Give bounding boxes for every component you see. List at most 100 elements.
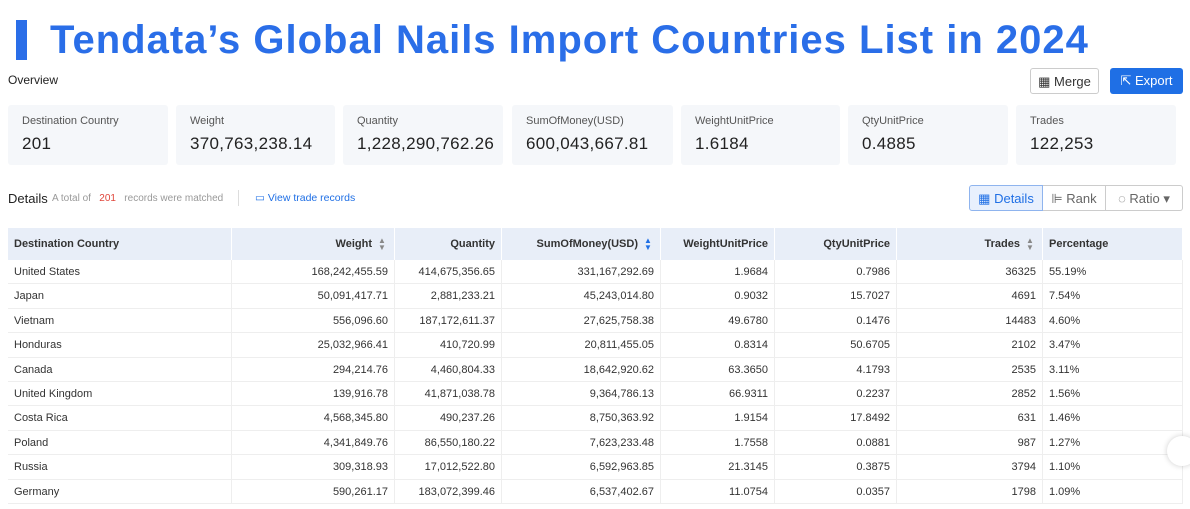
table-cell: 50.6705 (775, 333, 897, 358)
tab-ratio[interactable]: ◌ Ratio ▾ (1106, 185, 1183, 211)
tab-label: Details (994, 191, 1034, 206)
table-cell: 139,916.78 (232, 382, 395, 407)
sort-icon[interactable]: ▲ ▼ (378, 236, 386, 252)
table-cell: Canada (8, 357, 232, 382)
column-header: QtyUnitPrice (775, 228, 897, 260)
card-value: 370,763,238.14 (190, 134, 313, 153)
merge-label: Merge (1054, 74, 1091, 89)
tab-rank[interactable]: ⊫ Rank (1043, 185, 1106, 211)
table-cell: 183,072,399.46 (395, 479, 502, 504)
table-cell: 590,261.17 (232, 479, 395, 504)
table-cell: Costa Rica (8, 406, 232, 431)
card-label: QtyUnitPrice (862, 115, 924, 127)
table-cell: 9,364,786.13 (502, 382, 661, 407)
row-divider (8, 405, 1183, 407)
table-cell: 0.8314 (661, 333, 775, 358)
table-cell: 18,642,920.62 (502, 357, 661, 382)
table-cell: 36325 (897, 260, 1043, 285)
table-cell: 7,623,233.48 (502, 430, 661, 456)
header-label: QtyUnitPrice (823, 238, 890, 250)
match-count: A total of 201 records were matched (52, 193, 223, 204)
table-cell: 631 (897, 406, 1043, 431)
row-divider (8, 381, 1183, 382)
table-cell: 2852 (897, 382, 1043, 407)
table-cell: 50,091,417.71 (232, 284, 395, 309)
card-value: 122,253 (1030, 134, 1094, 153)
table-cell: 1.10% (1043, 455, 1183, 480)
summary-card: SumOfMoney(USD) 600,043,667.81 (512, 105, 673, 165)
card-label: Quantity (357, 115, 398, 127)
table-cell: 1.9154 (661, 406, 775, 431)
tab-details[interactable]: ▦ Details (969, 185, 1043, 211)
export-label: Export (1134, 73, 1173, 88)
count-prefix: A total of (52, 193, 91, 204)
count: 201 (99, 193, 116, 204)
card-value: 201 (22, 134, 52, 153)
table-cell: 987 (897, 430, 1043, 456)
summary-card: Trades 122,253 (1016, 105, 1176, 165)
table-cell: 490,237.26 (395, 406, 502, 431)
table-cell: 1.46% (1043, 406, 1183, 431)
support-icon[interactable] (1167, 436, 1190, 466)
export-button[interactable]: ⇱ Export (1110, 68, 1183, 94)
table-cell: 17,012,522.80 (395, 455, 502, 480)
table-cell: 14483 (897, 308, 1043, 334)
table-cell: 6,592,963.85 (502, 455, 661, 480)
link-label: View trade records (267, 192, 356, 204)
card-label: SumOfMoney(USD) (526, 115, 624, 127)
table-cell: 2102 (897, 333, 1043, 358)
row-divider (8, 356, 1183, 358)
sort-icon[interactable]: ▲ ▼ (1026, 236, 1034, 252)
summary-card: QtyUnitPrice 0.4885 (848, 105, 1008, 165)
table-cell: 2,881,233.21 (395, 284, 502, 309)
view-trade-records[interactable]: ▭ View trade records (255, 192, 356, 204)
table-cell: 4691 (897, 284, 1043, 309)
header-label: Percentage (1049, 238, 1109, 250)
table-cell: 49.6780 (661, 308, 775, 334)
column-header: Destination Country (8, 228, 232, 260)
table-cell: 1.7558 (661, 430, 775, 456)
row-divider (8, 478, 1183, 480)
card-label: Weight (190, 115, 225, 127)
header-label: Quantity (450, 238, 495, 250)
table-cell: 4.60% (1043, 308, 1183, 334)
table-cell: United Kingdom (8, 382, 232, 407)
table-cell: Japan (8, 284, 232, 309)
header-label: Weight (335, 238, 372, 250)
table-cell: 86,550,180.22 (395, 430, 502, 456)
row-divider (8, 454, 1183, 456)
sort-icon[interactable]: ▲ ▼ (644, 236, 652, 252)
table-cell: 331,167,292.69 (502, 260, 661, 285)
count-suffix: records were matched (124, 193, 224, 204)
table-cell: 15.7027 (775, 284, 897, 309)
table-cell: 1.56% (1043, 382, 1183, 407)
table-cell: United States (8, 260, 232, 285)
table-cell: 4.1793 (775, 357, 897, 382)
table-cell: 410,720.99 (395, 333, 502, 358)
table-cell: 27,625,758.38 (502, 308, 661, 334)
column-header: Trades (897, 228, 1043, 260)
summary-card: Quantity 1,228,290,762.26 (343, 105, 503, 165)
table-cell: 63.3650 (661, 357, 775, 382)
column-header: WeightUnitPrice (661, 228, 775, 260)
table-cell: 414,675,356.65 (395, 260, 502, 285)
table-cell: 11.0754 (661, 479, 775, 504)
table-cell: 4,341,849.76 (232, 430, 395, 456)
row-divider (8, 332, 1183, 334)
table-cell: 1.27% (1043, 430, 1183, 456)
card-value: 0.4885 (862, 134, 916, 153)
table-cell: 45,243,014.80 (502, 284, 661, 309)
header-label: WeightUnitPrice (683, 238, 768, 250)
table-cell: 20,811,455.05 (502, 333, 661, 358)
table-cell: 1.9684 (661, 260, 775, 285)
row-divider (8, 283, 1183, 285)
table-cell: Germany (8, 479, 232, 504)
table-cell: 55.19% (1043, 260, 1183, 285)
card-value: 1,228,290,762.26 (357, 134, 495, 153)
column-header: SumOfMoney(USD) (502, 228, 661, 260)
table-cell: 0.1476 (775, 308, 897, 334)
table-cell: 41,871,038.78 (395, 382, 502, 407)
divider (238, 190, 239, 206)
merge-button[interactable]: ▦ Merge (1030, 68, 1099, 94)
